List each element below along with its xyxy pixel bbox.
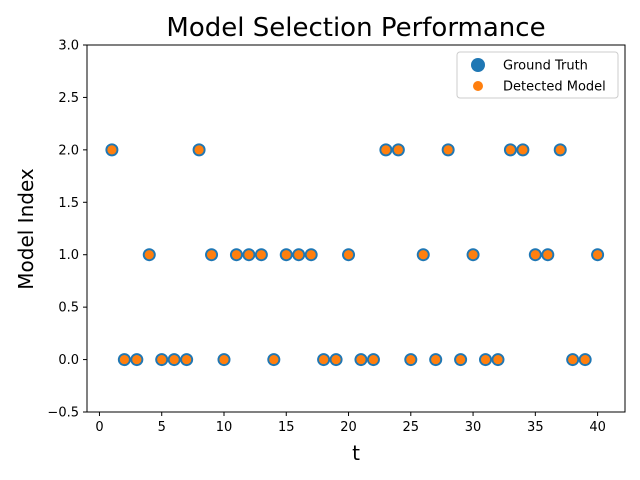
detected-model-point <box>281 250 291 260</box>
y-tick-label: 0.5 <box>58 301 79 316</box>
y-axis-title: Model Index <box>14 168 38 290</box>
detected-model-point <box>256 250 266 260</box>
detected-model-point <box>406 354 416 365</box>
detected-model-point <box>393 145 403 155</box>
detected-model-point <box>443 145 453 155</box>
legend-marker-detected-model <box>473 81 483 91</box>
detected-model-point <box>194 145 204 155</box>
y-axis: −0.5 0.0 0.5 1.0 1.5 2.0 2.5 3.0 <box>47 39 87 421</box>
detected-model-point <box>555 145 565 155</box>
detected-model-point <box>543 250 553 260</box>
detected-model-point <box>418 250 428 260</box>
data-points <box>105 143 605 367</box>
legend-label-ground-truth: Ground Truth <box>503 59 588 74</box>
detected-model-point <box>505 145 516 155</box>
y-tick-label: 1.5 <box>58 196 79 211</box>
detected-model-point <box>331 354 341 365</box>
detected-model-point <box>593 250 603 260</box>
detected-model-point <box>231 250 242 260</box>
legend-label-detected-model: Detected Model <box>503 80 606 95</box>
detected-model-point <box>493 354 503 365</box>
plot-area <box>86 44 626 413</box>
detected-model-point <box>368 354 379 365</box>
x-tick-label: 20 <box>340 420 357 435</box>
x-tick-label: 10 <box>216 420 233 435</box>
x-tick-label: 0 <box>95 420 103 435</box>
x-tick-label: 35 <box>527 420 544 435</box>
detected-model-point <box>244 250 254 260</box>
detected-model-point <box>306 250 316 260</box>
detected-model-point <box>119 354 129 365</box>
x-axis: 0 5 10 15 20 25 30 35 40 <box>95 412 606 435</box>
y-tick-label: 2.0 <box>58 143 79 158</box>
detected-model-point <box>381 145 391 155</box>
detected-model-point <box>518 145 528 155</box>
detected-model-point <box>319 354 329 365</box>
x-tick-label: 30 <box>465 420 482 435</box>
x-tick-label: 40 <box>589 420 606 435</box>
legend-box <box>456 51 619 99</box>
detected-model-point <box>356 354 366 365</box>
detected-model-point <box>530 250 540 260</box>
detected-model-point <box>169 354 179 365</box>
x-tick-label: 15 <box>278 420 295 435</box>
x-tick-label: 25 <box>403 420 420 435</box>
detected-model-point <box>107 145 117 155</box>
legend-marker-ground-truth <box>471 58 485 72</box>
detected-model-point <box>343 250 354 260</box>
detected-model-point <box>294 250 304 260</box>
detected-model-point <box>157 354 167 365</box>
y-tick-label: −0.5 <box>47 406 79 421</box>
detected-model-point <box>219 354 229 365</box>
y-tick-label: 3.0 <box>58 39 79 54</box>
chart-title: Model Selection Performance <box>166 13 545 43</box>
detected-model-point <box>580 354 590 365</box>
detected-model-point <box>182 354 192 365</box>
y-tick-label: 0.0 <box>58 353 79 368</box>
detected-model-point <box>468 250 478 260</box>
detected-model-point <box>269 354 279 365</box>
detected-model-point <box>144 250 154 260</box>
y-tick-label: 2.5 <box>58 91 79 106</box>
detected-model-point <box>132 354 142 365</box>
y-tick-label: 1.0 <box>58 248 79 263</box>
detected-model-point <box>456 354 466 365</box>
x-tick-label: 5 <box>158 420 166 435</box>
x-axis-title: t <box>352 441 360 465</box>
detected-model-point <box>568 354 578 365</box>
detected-model-point <box>206 250 217 260</box>
detected-model-point <box>431 354 441 365</box>
detected-model-point <box>480 354 491 365</box>
legend: Ground Truth Detected Model <box>456 51 619 99</box>
